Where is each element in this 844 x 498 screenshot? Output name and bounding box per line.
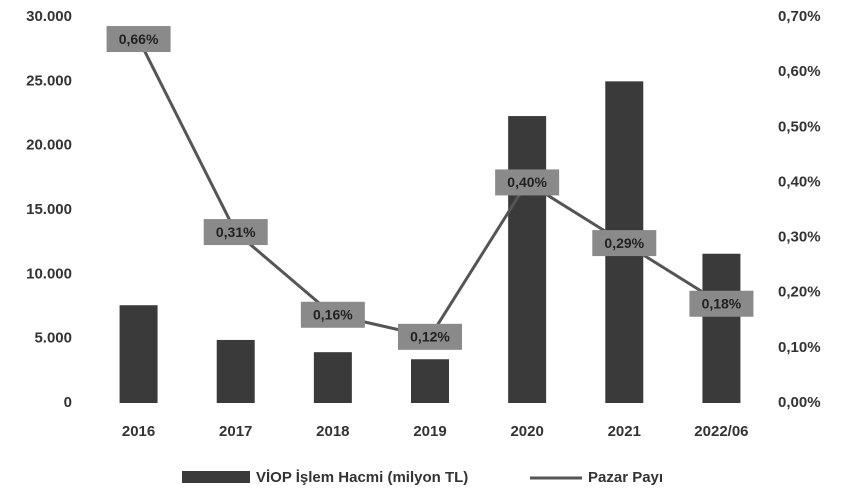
x-tick-label: 2017 (219, 423, 252, 440)
bar (119, 305, 158, 403)
y-tick-label: 30.000 (26, 8, 72, 25)
x-tick-label: 2020 (510, 423, 543, 440)
legend-label: VİOP İşlem Hacmi (milyon TL) (256, 469, 468, 486)
data-label-box (495, 169, 560, 196)
data-label: 0,29% (604, 235, 644, 251)
data-label: 0,16% (313, 306, 353, 322)
bar (702, 253, 741, 403)
bar (313, 352, 352, 403)
data-label: 0,31% (216, 224, 256, 240)
data-label-box (300, 301, 365, 328)
data-label: 0,12% (410, 329, 450, 345)
x-tick-label: 2022/06 (694, 423, 748, 440)
data-label: 0,66% (119, 31, 159, 47)
bar (411, 359, 449, 403)
data-label: 0,18% (702, 295, 742, 311)
x-tick-label: 2016 (122, 423, 155, 440)
y2-tick-label: 0,30% (778, 229, 821, 246)
y2-tick-label: 0,10% (778, 339, 821, 356)
x-tick-label: 2021 (608, 423, 641, 440)
y2-tick-label: 0,50% (778, 118, 821, 135)
data-label-box (106, 26, 171, 53)
bar (508, 116, 547, 403)
data-label: 0,40% (507, 174, 547, 190)
y-tick-label: 15.000 (26, 201, 72, 218)
y2-tick-label: 0,70% (778, 8, 821, 25)
y-tick-label: 0 (64, 394, 72, 411)
legend-label: Pazar Payı (588, 469, 663, 486)
y2-tick-label: 0,00% (778, 394, 821, 411)
data-label-box (398, 323, 462, 350)
y2-tick-label: 0,60% (778, 63, 821, 80)
y-tick-label: 5.000 (34, 330, 72, 347)
data-label-box (592, 230, 657, 257)
y-tick-label: 20.000 (26, 137, 72, 154)
y2-tick-label: 0,40% (778, 173, 821, 190)
y2-tick-label: 0,20% (778, 284, 821, 301)
data-label-box (689, 290, 754, 317)
x-tick-label: 2018 (316, 423, 349, 440)
x-tick-label: 2019 (413, 423, 446, 440)
bar (216, 339, 255, 403)
y-tick-label: 25.000 (26, 72, 72, 89)
data-label-box (203, 219, 268, 246)
legend-swatch (182, 471, 250, 483)
y-tick-label: 10.000 (26, 265, 72, 282)
